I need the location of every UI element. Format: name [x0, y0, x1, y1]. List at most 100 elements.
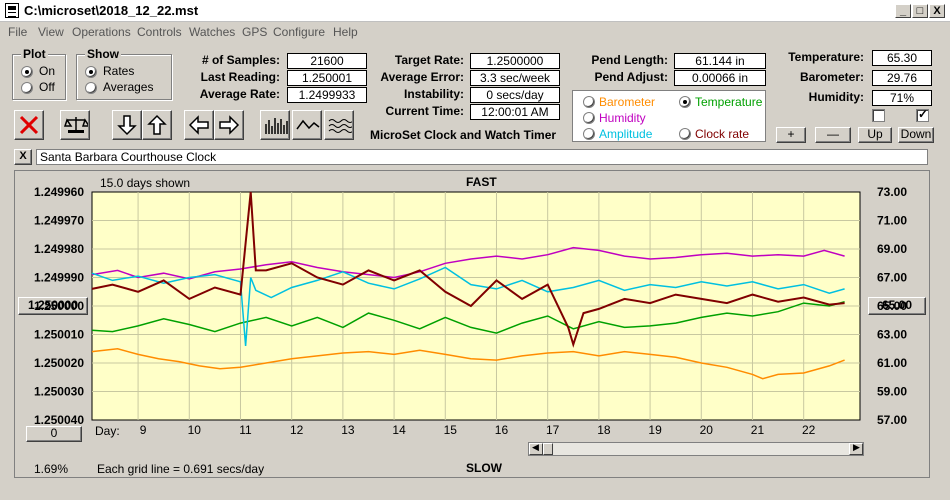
show-averages-radio[interactable] [85, 82, 97, 94]
app-name: MicroSet Clock and Watch Timer [370, 128, 557, 142]
trace-amplitude-radio[interactable] [583, 128, 595, 140]
average-rate-label: Average Rate: [199, 87, 280, 101]
x-tick-label: 16 [495, 423, 509, 437]
samples-field: 21600 [287, 53, 367, 69]
days-shown-label: 15.0 days shown [100, 176, 191, 190]
x-tick-label: 21 [751, 423, 765, 437]
trace-amplitude-label: Amplitude [599, 127, 653, 141]
barometer-label: Barometer: [799, 70, 864, 84]
x-tick-label: 22 [802, 423, 816, 437]
y-right-tick-label: 67.00 [877, 271, 907, 285]
title-bar: C:\microset\2018_12_22.mst _ □ X [0, 0, 950, 22]
red-x-icon [19, 115, 39, 135]
center-rate-button[interactable]: 1.250000 [18, 297, 88, 315]
y-right-tick-label: 57.00 [877, 413, 907, 427]
center-temp-button[interactable]: 65.00 [868, 297, 926, 315]
y-left-tick-label: 1.250030 [34, 385, 84, 399]
trace-clock-rate-radio[interactable] [679, 128, 691, 140]
plot-group: Plot On Off [12, 47, 66, 100]
scale-minus-button[interactable]: — [815, 127, 851, 143]
scroll-right-icon: ▶ [853, 442, 860, 452]
fast-label: FAST [466, 175, 497, 189]
shift-right-button[interactable] [214, 110, 244, 140]
zero-button[interactable]: 0 [26, 426, 82, 442]
y-right-tick-label: 61.00 [877, 356, 907, 370]
trace-barometer-radio[interactable] [583, 96, 595, 108]
scale-up-button[interactable]: Up [858, 127, 892, 143]
close-button[interactable]: X [929, 4, 945, 18]
menu-operations[interactable]: Operations [72, 25, 131, 39]
clear-button[interactable] [14, 110, 44, 140]
y-left-tick-label: 1.250000 [34, 299, 84, 313]
current-time-label: Current Time: [385, 104, 464, 118]
x-tick-label: 11 [239, 423, 252, 437]
x-tick-label: 20 [700, 423, 714, 437]
balance-button[interactable] [60, 110, 90, 140]
plot-on-label: On [39, 64, 56, 78]
scroll-thumb[interactable] [543, 443, 553, 455]
menu-watches[interactable]: Watches [189, 25, 236, 39]
clock-name-input[interactable]: Santa Barbara Courthouse Clock [36, 149, 928, 165]
menu-controls[interactable]: Controls [137, 25, 182, 39]
trace-temperature-label: Temperature [695, 95, 763, 109]
barometer-field: 29.76 [872, 70, 932, 86]
y-left-tick-label: 1.250040 [34, 413, 84, 427]
bar-graph-button[interactable] [260, 110, 290, 140]
env-checkbox-1[interactable] [872, 109, 885, 122]
scale-down-button[interactable]: Down [898, 127, 934, 143]
show-rates-label: Rates [103, 64, 135, 78]
series-line-humidity [91, 246, 845, 280]
x-tick-label: 15 [444, 423, 458, 437]
trace-barometer-label: Barometer [599, 95, 656, 109]
shift-left-button[interactable] [184, 110, 214, 140]
time-scrollbar[interactable]: ◀ ▶ [528, 442, 864, 456]
y-left-tick-label: 1.250010 [34, 328, 84, 342]
y-right-tick-label: 69.00 [877, 242, 907, 256]
scroll-left-button[interactable]: ◀ [529, 442, 543, 455]
maximize-button[interactable]: □ [912, 4, 928, 18]
trace-clock-rate-label: Clock rate [695, 127, 750, 141]
wave-graph-button[interactable] [324, 110, 354, 140]
wave-graph-icon [328, 119, 352, 133]
menu-view[interactable]: View [38, 25, 64, 39]
x-tick-label: 10 [188, 423, 202, 437]
trace-temperature-radio[interactable] [679, 96, 691, 108]
last-reading-field: 1.250001 [287, 70, 367, 86]
shift-up-button[interactable] [142, 110, 172, 140]
clock-close-button[interactable]: X [14, 149, 32, 165]
scale-plus-button[interactable]: + [776, 127, 806, 143]
line-graph-button[interactable] [292, 110, 322, 140]
pend-adjust-field: 0.00066 in [674, 70, 766, 86]
env-checkbox-2[interactable]: ✓ [916, 107, 929, 122]
menu-help[interactable]: Help [333, 25, 358, 39]
checkmark-icon: ✓ [918, 107, 929, 121]
menu-gps[interactable]: GPS [242, 25, 268, 39]
day-label: Day: [95, 424, 120, 438]
bar-graph-icon [265, 118, 288, 134]
y-left-tick-label: 1.250020 [34, 356, 84, 370]
pend-length-field: 61.144 in [674, 53, 766, 69]
trace-humidity-label: Humidity [599, 111, 646, 125]
average-rate-field: 1.2499933 [287, 87, 367, 103]
humidity-label: Humidity: [808, 90, 864, 104]
slow-label: SLOW [466, 461, 502, 475]
shift-down-button[interactable] [112, 110, 142, 140]
y-right-tick-label: 59.00 [877, 385, 907, 399]
app-icon[interactable] [5, 3, 19, 18]
last-reading-label: Last Reading: [200, 70, 280, 84]
temperature-field: 65.30 [872, 50, 932, 66]
minimize-button[interactable]: _ [895, 4, 911, 18]
trace-humidity-radio[interactable] [583, 112, 595, 124]
series-line-amplitude [91, 266, 845, 346]
window-title: C:\microset\2018_12_22.mst [24, 3, 199, 18]
y-left-tick-label: 1.249990 [34, 271, 84, 285]
menu-file[interactable]: File [8, 25, 28, 39]
plot-off-radio[interactable] [21, 82, 33, 94]
menu-configure[interactable]: Configure [273, 25, 326, 39]
show-rates-radio[interactable] [85, 66, 97, 78]
y-right-tick-label: 65.00 [877, 299, 907, 313]
pend-length-label: Pend Length: [591, 53, 668, 67]
scroll-right-button[interactable]: ▶ [849, 442, 863, 455]
plot-on-radio[interactable] [21, 66, 33, 78]
